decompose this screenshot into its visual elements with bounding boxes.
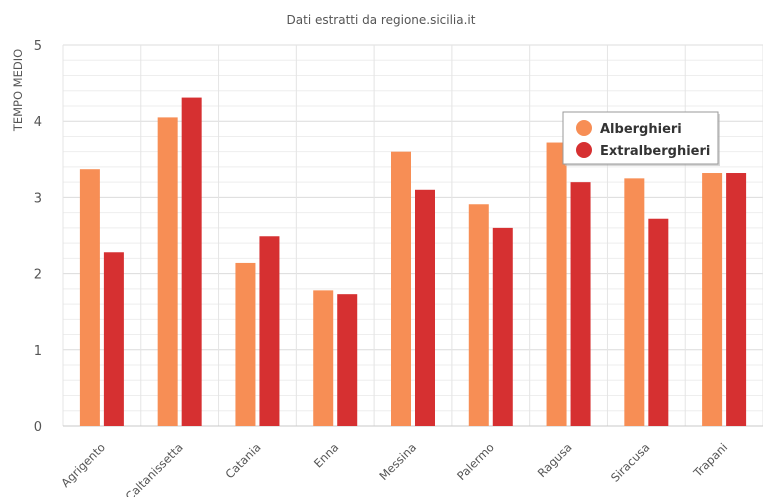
chart-title: Dati estratti da regione.sicilia.it — [287, 13, 476, 27]
y-axis-label: TEMPO MEDIO — [11, 49, 25, 132]
bar-alberghieri-catania[interactable] — [235, 262, 256, 426]
bar-extralberghieri-messina[interactable] — [415, 189, 435, 426]
legend[interactable]: Alberghieri Extralberghieri — [562, 111, 720, 166]
y-tick-label: 0 — [34, 420, 42, 435]
bar-extralberghieri-ragusa[interactable] — [570, 182, 591, 426]
bar-alberghieri-caltanissetta[interactable] — [157, 117, 178, 426]
bar-alberghieri-enna[interactable] — [313, 290, 334, 426]
bars — [79, 97, 747, 426]
bar-extralberghieri-palermo[interactable] — [492, 227, 513, 426]
y-tick-label: 4 — [34, 115, 42, 130]
bar-extralberghieri-enna[interactable] — [337, 294, 358, 426]
legend-marker-alberghieri[interactable] — [576, 120, 592, 136]
bar-extralberghieri-agrigento[interactable] — [103, 252, 124, 426]
legend-box — [562, 111, 719, 165]
legend-label-extralberghieri[interactable]: Extralberghieri — [600, 144, 710, 159]
bar-alberghieri-agrigento[interactable] — [79, 169, 100, 426]
legend-marker-extralberghieri[interactable] — [576, 142, 592, 158]
bar-extralberghieri-caltanissetta[interactable] — [181, 97, 202, 426]
y-tick-label: 3 — [34, 191, 42, 206]
bar-extralberghieri-catania[interactable] — [259, 236, 280, 426]
bar-alberghieri-trapani[interactable] — [702, 173, 723, 426]
y-tick-label: 1 — [34, 344, 42, 359]
bar-extralberghieri-siracusa[interactable] — [648, 218, 669, 426]
bar-alberghieri-palermo[interactable] — [468, 204, 489, 426]
y-tick-label: 5 — [34, 39, 42, 54]
bar-alberghieri-messina[interactable] — [391, 151, 411, 426]
bar-alberghieri-ragusa[interactable] — [546, 142, 567, 426]
bar-extralberghieri-trapani[interactable] — [726, 173, 747, 426]
y-tick-label: 2 — [34, 268, 42, 283]
y-axis-ticks: 0 1 2 3 4 5 — [34, 39, 42, 435]
legend-label-alberghieri[interactable]: Alberghieri — [600, 122, 682, 137]
bar-alberghieri-siracusa[interactable] — [624, 178, 645, 426]
